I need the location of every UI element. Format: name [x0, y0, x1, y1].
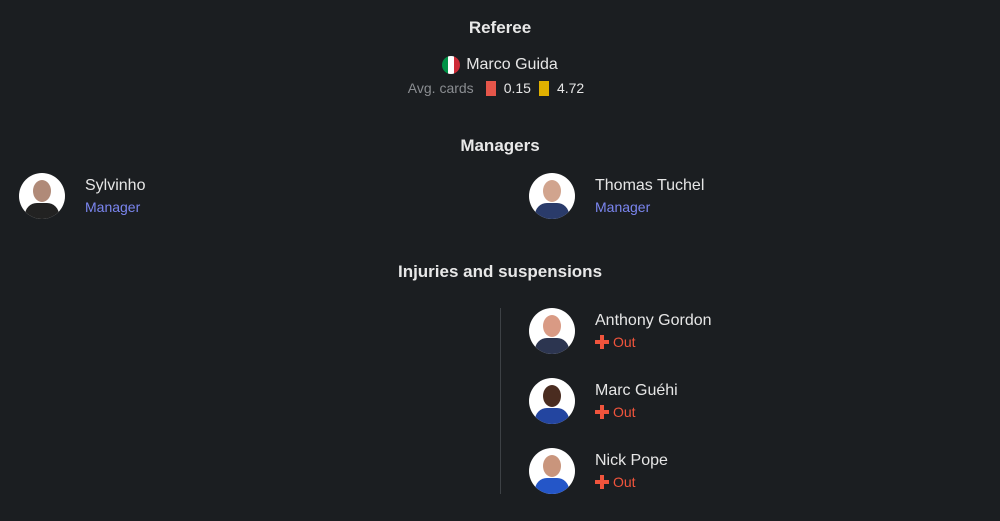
player-status: Out: [613, 334, 636, 350]
player-status: Out: [613, 474, 636, 490]
injury-cross-icon: [595, 475, 609, 489]
manager-away[interactable]: Thomas Tuchel Manager: [529, 173, 704, 219]
avatar: [529, 378, 575, 424]
manager-home[interactable]: Sylvinho Manager: [19, 173, 145, 219]
avatar: [529, 308, 575, 354]
injured-player[interactable]: Anthony Gordon Out: [529, 308, 712, 354]
avatar: [529, 448, 575, 494]
referee-heading: Referee: [468, 18, 532, 37]
italy-flag-icon: [442, 56, 461, 74]
player-name: Anthony Gordon: [595, 312, 712, 329]
manager-role: Manager: [85, 199, 141, 215]
manager-name: Sylvinho: [85, 177, 146, 194]
injury-cross-icon: [595, 335, 609, 349]
yellow-card-icon: [538, 80, 549, 96]
avatar: [529, 173, 575, 219]
player-name: Nick Pope: [595, 452, 668, 469]
yellow-cards-value: 4.72: [556, 80, 585, 96]
manager-role: Manager: [595, 199, 651, 215]
injured-player[interactable]: Marc Guéhi Out: [529, 378, 678, 424]
injury-cross-icon: [595, 405, 609, 419]
red-card-icon: [485, 80, 496, 96]
player-name: Marc Guéhi: [595, 382, 678, 399]
referee-row[interactable]: Marco Guida: [0, 56, 1000, 74]
red-cards-value: 0.15: [503, 80, 531, 96]
referee-name: Marco Guida: [466, 56, 558, 73]
injured-player[interactable]: Nick Pope Out: [529, 448, 668, 494]
avg-cards-label: Avg. cards: [407, 80, 474, 96]
managers-heading: Managers: [460, 136, 540, 155]
injuries-heading: Injuries and suspensions: [397, 262, 603, 281]
column-divider: [500, 308, 501, 494]
avatar: [19, 173, 65, 219]
manager-name: Thomas Tuchel: [595, 177, 705, 194]
player-status: Out: [613, 404, 636, 420]
avg-cards: Avg. cards 0.15 4.72: [0, 80, 1000, 96]
